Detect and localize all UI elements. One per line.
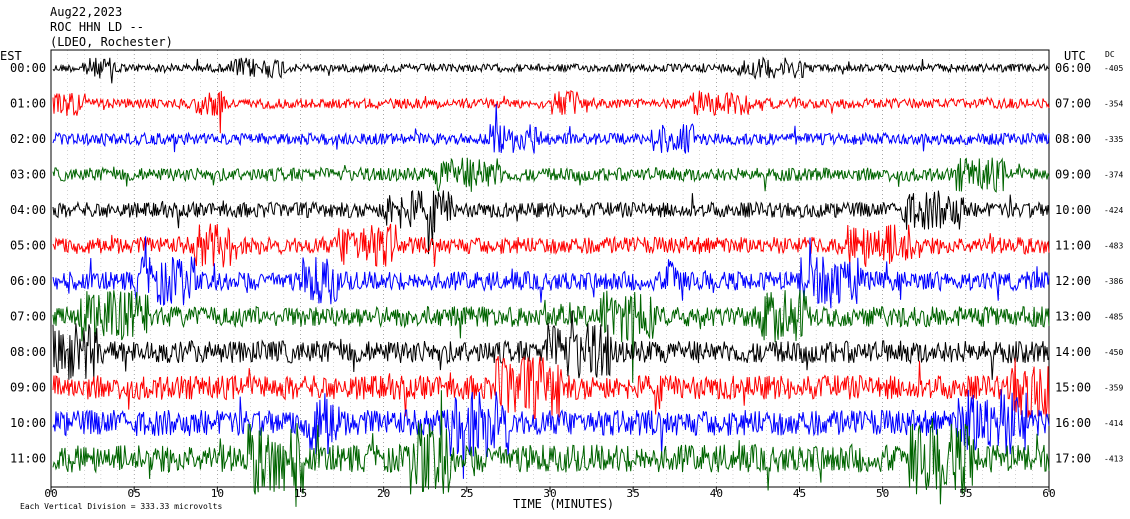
x-axis-title: TIME (MINUTES) bbox=[513, 497, 614, 511]
utc-label: 16:00 bbox=[1055, 416, 1091, 430]
x-tick-label: 40 bbox=[710, 487, 723, 500]
header-station: ROC HHN LD -- bbox=[50, 20, 144, 34]
trace-row-0000 bbox=[52, 56, 1050, 84]
left-axis-label: EST bbox=[0, 49, 22, 63]
trace-row-0600 bbox=[52, 236, 1050, 309]
est-label: 02:00 bbox=[10, 132, 46, 146]
est-label: 05:00 bbox=[10, 239, 46, 253]
x-tick-label: 30 bbox=[543, 487, 556, 500]
right-axis-label: UTC bbox=[1064, 49, 1086, 63]
utc-label: 09:00 bbox=[1055, 168, 1091, 182]
utc-label: 06:00 bbox=[1055, 61, 1091, 75]
x-tick-label: 50 bbox=[876, 487, 889, 500]
trace-row-1000 bbox=[52, 389, 1050, 479]
x-tick-label: 00 bbox=[44, 487, 57, 500]
x-tick-label: 05 bbox=[128, 487, 141, 500]
trace-row-0300 bbox=[52, 157, 1050, 193]
trace-row-0100 bbox=[52, 89, 1050, 134]
x-tick-label: 60 bbox=[1042, 487, 1055, 500]
dc-value: -359 bbox=[1104, 384, 1123, 393]
est-label: 08:00 bbox=[10, 345, 46, 359]
scale-note: Each Vertical Division = 333.33 microvol… bbox=[20, 502, 222, 511]
x-tick-label: 15 bbox=[294, 487, 307, 500]
est-label: 11:00 bbox=[10, 452, 46, 466]
utc-label: 10:00 bbox=[1055, 203, 1091, 217]
trace-row-0200 bbox=[52, 103, 1050, 154]
header-date: Aug22,2023 bbox=[50, 5, 122, 19]
trace-row-0800 bbox=[52, 310, 1050, 380]
est-label: 03:00 bbox=[10, 168, 46, 182]
dc-value: -335 bbox=[1104, 135, 1123, 144]
x-tick-label: 25 bbox=[460, 487, 473, 500]
est-label: 00:00 bbox=[10, 61, 46, 75]
utc-label: 14:00 bbox=[1055, 345, 1091, 359]
trace-row-0500 bbox=[52, 223, 1050, 268]
trace-row-0700 bbox=[52, 290, 1050, 383]
est-label: 09:00 bbox=[10, 381, 46, 395]
x-ticks-group: 00 05 10 15 20 25 30 35 40 45 50 55 60 bbox=[44, 487, 1056, 500]
x-tick-label: 45 bbox=[793, 487, 806, 500]
est-label: 06:00 bbox=[10, 274, 46, 288]
traces-group bbox=[52, 56, 1050, 507]
x-tick-label: 10 bbox=[211, 487, 224, 500]
est-label: 07:00 bbox=[10, 310, 46, 324]
trace-row-1100 bbox=[52, 390, 1050, 507]
dc-value: -354 bbox=[1104, 100, 1123, 109]
utc-label: 15:00 bbox=[1055, 381, 1091, 395]
dc-value: -413 bbox=[1104, 455, 1123, 464]
row-labels-group: 00:00 06:00 -405 01:00 07:00 -354 02:00 08:00 -3… bbox=[10, 61, 1123, 466]
x-tick-label: 55 bbox=[959, 487, 972, 500]
utc-label: 07:00 bbox=[1055, 97, 1091, 111]
dc-value: -414 bbox=[1104, 419, 1123, 428]
utc-label: 11:00 bbox=[1055, 239, 1091, 253]
header-network: (LDEO, Rochester) bbox=[50, 35, 173, 49]
utc-label: 08:00 bbox=[1055, 132, 1091, 146]
dc-value: -483 bbox=[1104, 242, 1123, 251]
trace-row-0400 bbox=[52, 189, 1050, 255]
dc-label: DC bbox=[1105, 50, 1115, 59]
dc-value: -374 bbox=[1104, 171, 1123, 180]
est-label: 04:00 bbox=[10, 203, 46, 217]
dc-value: -386 bbox=[1104, 277, 1123, 286]
dc-value: -485 bbox=[1104, 313, 1123, 322]
trace-row-0900 bbox=[52, 355, 1050, 420]
x-tick-label: 20 bbox=[377, 487, 390, 500]
dc-value: -405 bbox=[1104, 64, 1123, 73]
est-label: 01:00 bbox=[10, 97, 46, 111]
dc-value: -424 bbox=[1104, 206, 1123, 215]
x-tick-label: 35 bbox=[627, 487, 640, 500]
est-label: 10:00 bbox=[10, 416, 46, 430]
utc-label: 13:00 bbox=[1055, 310, 1091, 324]
utc-label: 12:00 bbox=[1055, 274, 1091, 288]
dc-value: -450 bbox=[1104, 348, 1123, 357]
utc-label: 17:00 bbox=[1055, 452, 1091, 466]
